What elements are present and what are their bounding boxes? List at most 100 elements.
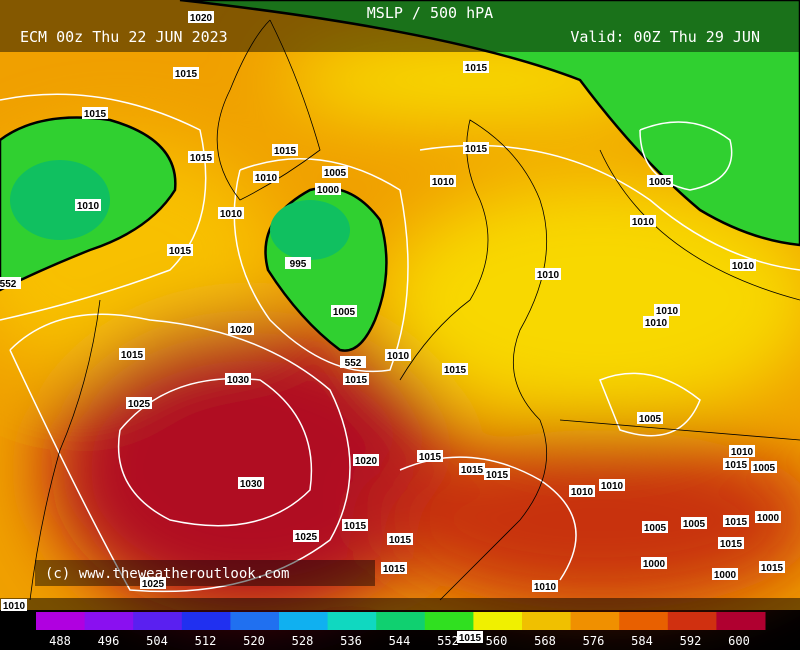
isobar-label: 1010	[3, 601, 26, 612]
isobar-label-bg	[729, 445, 755, 457]
isobar-label: 1005	[639, 414, 662, 425]
isobar-label-bg	[228, 323, 254, 335]
isobar-label-bg	[643, 316, 669, 328]
isobar-label-bg	[535, 268, 561, 280]
isobar-label-bg	[730, 259, 756, 271]
isobar-label: 1015	[190, 153, 213, 164]
isobar-label: 1010	[656, 306, 679, 317]
isobar-label-bg	[188, 151, 214, 163]
isobar-label-bg	[331, 305, 357, 317]
colorbar-swatch	[327, 612, 377, 630]
isobar-label: 1015	[725, 460, 748, 471]
colorbar-tick-label: 552	[437, 634, 459, 648]
isobar-label-bg	[442, 363, 468, 375]
isobar-label: 1005	[324, 168, 347, 179]
isobar-label: 1015	[486, 470, 509, 481]
isobar-label-bg	[654, 304, 680, 316]
isobar-label: 1030	[240, 479, 263, 490]
colorbar-swatch	[667, 612, 717, 630]
isobar-label: 1015	[720, 539, 743, 550]
colorbar-swatch	[376, 612, 426, 630]
isobar-label: 1005	[683, 519, 706, 530]
isobar-label-bg	[723, 458, 749, 470]
isobar-label: 1015	[175, 69, 198, 80]
isobar-label: 1025	[142, 579, 165, 590]
isobar-label: 1015	[169, 246, 192, 257]
isobar-label: 1015	[121, 350, 144, 361]
isobar-label: 1015	[389, 535, 412, 546]
colorbar-tick-label: 512	[195, 634, 217, 648]
isobar-label: 1015	[459, 633, 482, 644]
isobar-label: 1020	[230, 325, 253, 336]
colorbar: 488 496 504 512 520 528 536 544 552 560 568 576 584 5…	[36, 612, 766, 648]
colorbar-tick-label: 544	[389, 634, 411, 648]
isobar-label-bg	[343, 373, 369, 385]
isobar-label: 1010	[534, 582, 557, 593]
credit: (c) www.theweatheroutlook.com	[45, 566, 289, 582]
isobar-label: 1015	[465, 144, 488, 155]
isobar-label-bg	[322, 166, 348, 178]
isobar-label-bg	[1, 599, 27, 611]
isobar-label-bg	[599, 479, 625, 491]
isobar-label: 1025	[295, 532, 318, 543]
isobar-label-bg	[0, 277, 21, 289]
colorbar-swatch	[522, 612, 572, 630]
colorbar-swatch	[230, 612, 280, 630]
isobar-label-bg	[642, 521, 668, 533]
isobar-label: 1010	[601, 481, 624, 492]
isobar-label-bg	[647, 175, 673, 187]
isobar-label-bg	[340, 356, 366, 368]
colorbar-tick-label: 496	[98, 634, 120, 648]
colorbar-swatch	[133, 612, 183, 630]
isobar-label-bg	[641, 557, 667, 569]
isobar-label-bg	[681, 517, 707, 529]
isobar-label: 1010	[387, 351, 410, 362]
isobar-label: 1015	[345, 375, 368, 386]
isobar-label-bg	[225, 373, 251, 385]
isobar-label-bg	[353, 454, 379, 466]
isobar-label: 1000	[757, 513, 780, 524]
isobar-label: 1010	[571, 487, 594, 498]
isobar-label: 1010	[255, 173, 278, 184]
isobar-label: 1015	[274, 146, 297, 157]
isobar-label-bg	[723, 515, 749, 527]
isobar-label: 552	[0, 279, 17, 290]
isobar-label: 1015	[461, 465, 484, 476]
map-title: MSLP / 500 hPA	[367, 4, 493, 22]
colorbar-swatch	[84, 612, 134, 630]
isobar-label: 552	[345, 358, 362, 369]
isobar-label-bg	[387, 533, 413, 545]
isobar-label: 1005	[644, 523, 667, 534]
isobar-label-bg	[463, 61, 489, 73]
colorbar-swatch	[181, 612, 231, 630]
colorbar-swatch	[424, 612, 474, 630]
isobar-label-bg	[293, 530, 319, 542]
isobar-label: 995	[290, 259, 307, 270]
isobar-label: 1000	[714, 570, 737, 581]
isobar-label: 1010	[731, 447, 754, 458]
isobar-label: 1000	[643, 559, 666, 570]
isobar-label: 1005	[333, 307, 356, 318]
credit-band	[35, 560, 375, 586]
isobar-label-bg	[238, 477, 264, 489]
isobar-label: 1015	[84, 109, 107, 120]
isobar-label-bg	[272, 144, 298, 156]
isobar-labels: 1020101510151015101510051010100010101010…	[0, 11, 785, 644]
isobar-label: 1010	[632, 217, 655, 228]
isobar-label-bg	[759, 561, 785, 573]
isobar-label-bg	[630, 215, 656, 227]
isobar-label-bg	[457, 631, 483, 643]
isobar-label-bg	[430, 175, 456, 187]
isobar-label: 1010	[432, 177, 455, 188]
isobar-label-bg	[459, 463, 485, 475]
isobar-label-bg	[532, 580, 558, 592]
colorbar-swatch	[716, 612, 766, 630]
isobar-label: 1015	[419, 452, 442, 463]
colorbar-tick-label: 536	[340, 634, 362, 648]
isobar-label: 1005	[649, 177, 672, 188]
isobar-label: 1010	[537, 270, 560, 281]
isobar-label-bg	[751, 461, 777, 473]
isobar-label-bg	[569, 485, 595, 497]
isobar-label: 1015	[383, 564, 406, 575]
colorbar-tick-label: 600	[728, 634, 750, 648]
